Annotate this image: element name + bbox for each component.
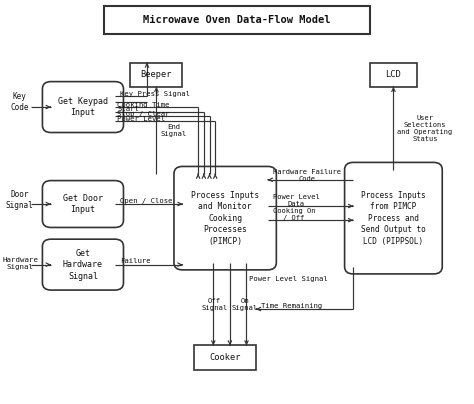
Text: User
Selections
and Operating
Status: User Selections and Operating Status bbox=[397, 115, 453, 142]
Text: LCD: LCD bbox=[385, 70, 401, 79]
Text: Key
Code: Key Code bbox=[10, 92, 29, 112]
Text: Time Remaining: Time Remaining bbox=[261, 303, 322, 309]
Text: Get Keypad
Input: Get Keypad Input bbox=[58, 97, 108, 117]
Text: End
Signal: End Signal bbox=[160, 124, 186, 137]
FancyBboxPatch shape bbox=[130, 63, 182, 87]
FancyBboxPatch shape bbox=[104, 6, 370, 34]
FancyBboxPatch shape bbox=[345, 162, 442, 274]
Text: Process Inputs
and Monitor
Cooking
Processes
(PIMCP): Process Inputs and Monitor Cooking Proce… bbox=[191, 191, 259, 246]
Text: Cooking Time: Cooking Time bbox=[117, 102, 170, 107]
Text: Beeper: Beeper bbox=[141, 70, 172, 79]
Text: Door
Signal: Door Signal bbox=[6, 190, 34, 210]
Text: Key Press Signal: Key Press Signal bbox=[119, 91, 190, 97]
Text: Hardware
Signal: Hardware Signal bbox=[2, 257, 38, 270]
Text: Power Level
Data: Power Level Data bbox=[273, 194, 319, 207]
FancyBboxPatch shape bbox=[43, 82, 123, 133]
FancyBboxPatch shape bbox=[194, 345, 256, 370]
Text: Microwave Oven Data-Flow Model: Microwave Oven Data-Flow Model bbox=[143, 15, 331, 25]
Text: Cooking On
/ Off: Cooking On / Off bbox=[273, 208, 315, 221]
Text: Start: Start bbox=[117, 107, 139, 112]
FancyBboxPatch shape bbox=[43, 239, 123, 290]
Text: Power Level: Power Level bbox=[117, 116, 165, 122]
Text: Failure: Failure bbox=[119, 259, 150, 264]
Text: Get Door
Input: Get Door Input bbox=[63, 194, 103, 214]
Text: Hardware Failure
Code: Hardware Failure Code bbox=[273, 169, 340, 182]
FancyBboxPatch shape bbox=[43, 181, 123, 227]
Text: Power Level Signal: Power Level Signal bbox=[249, 276, 328, 282]
Text: Get
Hardware
Signal: Get Hardware Signal bbox=[63, 249, 103, 280]
Text: Process Inputs
from PIMCP
Process and
Send Output to
LCD (PIPPSOL): Process Inputs from PIMCP Process and Se… bbox=[361, 191, 426, 246]
Text: Cooker: Cooker bbox=[210, 353, 241, 362]
FancyBboxPatch shape bbox=[174, 166, 276, 270]
Text: On
Signal: On Signal bbox=[232, 297, 258, 311]
Text: Stop / Clear: Stop / Clear bbox=[117, 112, 170, 117]
Text: Off
Signal: Off Signal bbox=[201, 297, 228, 311]
FancyBboxPatch shape bbox=[370, 63, 417, 87]
Text: Open / Close: Open / Close bbox=[119, 198, 172, 204]
